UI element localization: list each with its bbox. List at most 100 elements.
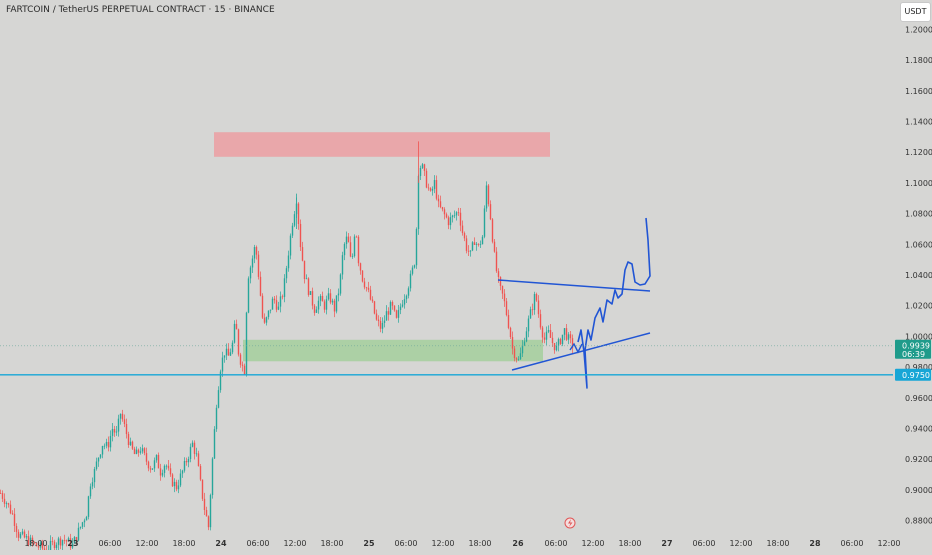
candle-body bbox=[216, 408, 217, 429]
candle-body bbox=[86, 517, 87, 521]
candle-body bbox=[286, 268, 287, 278]
candle-body bbox=[312, 291, 313, 305]
candle-body bbox=[378, 320, 379, 321]
x-tick-label: 06:00 bbox=[544, 539, 567, 548]
candle-body bbox=[116, 432, 117, 433]
candle-body bbox=[306, 278, 307, 279]
candle-body bbox=[394, 306, 395, 311]
x-tick-label: 12:00 bbox=[135, 539, 158, 548]
candle-body bbox=[148, 462, 149, 469]
currency-button[interactable]: USDT bbox=[900, 2, 931, 22]
x-tick-label: 26 bbox=[512, 539, 524, 548]
candle-body bbox=[228, 349, 229, 356]
y-tick-label: 1.0200 bbox=[905, 302, 932, 311]
candle-body bbox=[182, 471, 183, 474]
candle-body bbox=[198, 453, 199, 466]
candle-body bbox=[88, 496, 89, 517]
candle-body bbox=[402, 305, 403, 307]
y-tick-label: 1.0400 bbox=[905, 271, 932, 280]
candle-body bbox=[514, 349, 515, 359]
symbol-title: FARTCOIN / TetherUS PERPETUAL CONTRACT ·… bbox=[6, 5, 275, 15]
candle-body bbox=[26, 536, 27, 537]
candle-body bbox=[484, 208, 485, 236]
candle-body bbox=[258, 255, 259, 277]
candle-body bbox=[240, 355, 241, 365]
candle-body bbox=[338, 294, 339, 296]
candle-body bbox=[110, 436, 111, 447]
candle-body bbox=[194, 443, 195, 454]
x-tick-label: 06:00 bbox=[394, 539, 417, 548]
y-tick-label: 1.0800 bbox=[905, 210, 932, 219]
candle-body bbox=[556, 346, 557, 350]
candle-body bbox=[222, 358, 223, 372]
candle-body bbox=[348, 237, 349, 243]
candle-body bbox=[434, 180, 435, 189]
x-tick-label: 12:00 bbox=[283, 539, 306, 548]
candle-body bbox=[524, 341, 525, 345]
candle-body bbox=[530, 309, 531, 318]
candle-body bbox=[532, 309, 533, 310]
candle-body bbox=[512, 337, 513, 349]
candle-body bbox=[80, 527, 81, 528]
candle-body bbox=[202, 480, 203, 499]
candle-body bbox=[212, 458, 213, 495]
y-tick-label: 1.1800 bbox=[905, 56, 932, 65]
candle-body bbox=[330, 293, 331, 302]
candle-body bbox=[170, 468, 171, 474]
x-tick-label: 12:00 bbox=[581, 539, 604, 548]
candle-body bbox=[380, 321, 381, 329]
y-tick-label: 0.9000 bbox=[905, 486, 932, 495]
candle-body bbox=[290, 236, 291, 256]
candle-body bbox=[564, 328, 565, 335]
candle-body bbox=[126, 424, 127, 434]
candle-body bbox=[422, 164, 423, 168]
candle-body bbox=[488, 185, 489, 204]
candle-body bbox=[106, 442, 107, 446]
candle-body bbox=[206, 510, 207, 516]
x-tick-label: 12:00 bbox=[729, 539, 752, 548]
candle-body bbox=[186, 461, 187, 462]
support-zone bbox=[243, 340, 543, 361]
candle-body bbox=[10, 505, 11, 514]
candle-body bbox=[298, 204, 299, 224]
candle-body bbox=[392, 302, 393, 306]
candle-body bbox=[14, 514, 15, 526]
candle-body bbox=[460, 213, 461, 226]
candle-body bbox=[426, 171, 427, 188]
candle-body bbox=[360, 263, 361, 270]
candle-body bbox=[452, 216, 453, 218]
candle-body bbox=[466, 238, 467, 251]
candle-body bbox=[442, 207, 443, 209]
candle-body bbox=[162, 473, 163, 476]
candle-body bbox=[328, 293, 329, 299]
candle-body bbox=[384, 321, 385, 323]
candle-body bbox=[272, 299, 273, 310]
candle-body bbox=[22, 532, 23, 534]
candle-body bbox=[12, 513, 13, 514]
x-tick-label: 18:00 bbox=[172, 539, 195, 548]
candle-body bbox=[64, 540, 65, 541]
candle-body bbox=[178, 485, 179, 489]
y-tick-label: 1.0600 bbox=[905, 240, 932, 249]
candle-body bbox=[400, 307, 401, 310]
candle-body bbox=[476, 244, 477, 245]
candle-body bbox=[344, 244, 345, 255]
candle-body bbox=[8, 503, 9, 504]
candle-body bbox=[462, 226, 463, 233]
candle-body bbox=[54, 542, 55, 548]
candle-body bbox=[406, 296, 407, 300]
candle-body bbox=[358, 237, 359, 263]
candle-body bbox=[232, 343, 233, 353]
x-tick-label: 23 bbox=[67, 539, 78, 548]
candle-body bbox=[432, 189, 433, 191]
candle-body bbox=[154, 460, 155, 468]
candle-body bbox=[218, 390, 219, 408]
candle-body bbox=[142, 448, 143, 451]
candle-body bbox=[568, 334, 569, 339]
candle-body bbox=[144, 448, 145, 453]
candle-body bbox=[496, 252, 497, 272]
candle-body bbox=[468, 251, 469, 252]
